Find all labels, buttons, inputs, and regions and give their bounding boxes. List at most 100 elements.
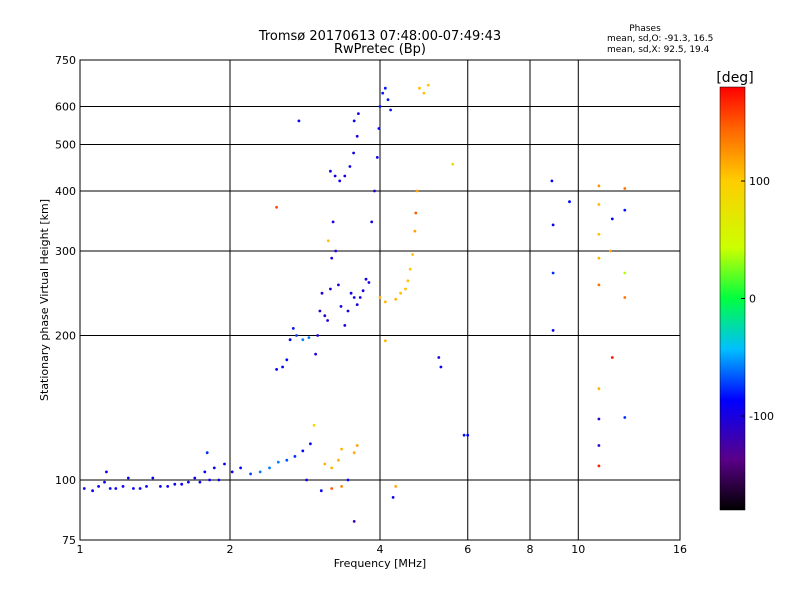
echo-point xyxy=(378,105,382,108)
echo-point xyxy=(217,478,221,482)
echo-point xyxy=(623,187,627,190)
echo-point xyxy=(103,480,106,484)
colorbar-ticks: 100 0 -100 xyxy=(741,175,774,423)
plot-frame xyxy=(79,59,681,541)
echo-point xyxy=(375,156,379,159)
echo-point xyxy=(105,470,108,474)
x-tick-label: 16 xyxy=(673,543,687,556)
echo-point xyxy=(114,487,118,490)
echo-point xyxy=(610,217,614,221)
x-tick-label: 6 xyxy=(464,543,471,556)
echo-point xyxy=(550,179,554,183)
echo-point xyxy=(346,309,350,313)
echo-point xyxy=(597,232,601,236)
echo-point xyxy=(285,358,289,362)
echo-point xyxy=(151,476,155,480)
echo-point xyxy=(623,296,627,299)
echo-point xyxy=(340,447,343,451)
echo-point xyxy=(623,416,627,419)
stats-o-mode: mean, sd,O: -91.3, 16.5 xyxy=(607,34,713,44)
chart-subtitle: RwPretec (Bp) xyxy=(334,42,426,57)
echo-point xyxy=(316,334,320,337)
echo-point xyxy=(91,489,94,493)
echo-point xyxy=(383,339,387,343)
echo-point xyxy=(439,365,443,369)
echo-point xyxy=(312,423,316,427)
echo-point xyxy=(343,324,347,327)
echo-point xyxy=(411,253,414,256)
echo-point xyxy=(205,451,209,455)
y-tick-label: 600 xyxy=(55,101,76,114)
echo-point xyxy=(132,487,135,490)
echo-point xyxy=(334,249,338,253)
echo-point xyxy=(331,220,335,224)
echo-point xyxy=(418,86,421,90)
echo-point xyxy=(381,91,385,95)
echo-point xyxy=(426,83,430,87)
echo-point xyxy=(297,119,301,123)
echo-point xyxy=(437,356,441,359)
echo-point xyxy=(352,451,356,455)
echo-point xyxy=(386,98,390,102)
y-axis-ticks: 75 100 200 300 400 500 600 750 xyxy=(55,54,76,547)
stats-x-mode: mean, sd,X: 92.5, 19.4 xyxy=(607,45,710,55)
echo-point xyxy=(319,489,323,493)
echo-point xyxy=(357,112,360,115)
echo-point xyxy=(166,485,170,488)
echo-point xyxy=(208,478,212,482)
y-axis-label: Stationary phase Virtual Height [km] xyxy=(38,199,51,401)
echo-point xyxy=(108,487,112,490)
echo-point xyxy=(597,203,601,206)
echo-point xyxy=(258,470,262,474)
echo-point xyxy=(361,289,365,293)
x-axis-ticks: 1 2 4 6 8 10 16 xyxy=(77,543,688,556)
echo-point xyxy=(399,291,402,295)
echo-point xyxy=(268,466,271,470)
echo-point xyxy=(187,480,190,484)
echo-point xyxy=(126,476,130,480)
echo-point xyxy=(159,485,162,488)
echo-point xyxy=(406,279,410,283)
echo-point xyxy=(330,487,334,490)
echo-point xyxy=(293,455,297,458)
echo-point xyxy=(337,283,340,287)
echo-point xyxy=(314,352,317,356)
x-tick-label: 10 xyxy=(571,543,585,556)
echo-point xyxy=(367,281,371,284)
echo-point xyxy=(383,300,387,304)
echo-point xyxy=(551,329,555,332)
echo-point xyxy=(193,476,197,480)
y-tick-label: 100 xyxy=(55,474,76,487)
echo-point xyxy=(597,256,601,260)
echo-point xyxy=(138,487,142,490)
echo-point xyxy=(326,319,329,322)
echo-point xyxy=(597,444,601,447)
echo-point xyxy=(358,296,362,299)
echo-point xyxy=(121,485,125,488)
echo-point xyxy=(320,291,324,295)
echo-point xyxy=(597,464,601,468)
y-tick-label: 300 xyxy=(55,245,76,258)
echo-point xyxy=(352,151,355,155)
echo-point xyxy=(597,417,601,421)
echo-point xyxy=(309,442,312,446)
echo-point xyxy=(551,271,555,275)
y-tick-label: 750 xyxy=(55,54,76,67)
echo-point xyxy=(329,169,332,173)
echo-point xyxy=(408,267,412,271)
echo-point xyxy=(173,482,177,486)
echo-point xyxy=(349,291,353,295)
x-tick-label: 2 xyxy=(227,543,234,556)
echo-point xyxy=(203,470,207,474)
echo-point xyxy=(609,249,612,253)
echo-point xyxy=(275,205,278,209)
echo-point xyxy=(275,368,278,371)
echo-point xyxy=(623,208,627,212)
echo-point xyxy=(212,466,216,470)
echo-point xyxy=(239,466,243,470)
echo-point xyxy=(364,277,368,281)
echo-point xyxy=(383,86,387,90)
echo-point xyxy=(352,119,356,123)
echo-point xyxy=(391,496,395,499)
